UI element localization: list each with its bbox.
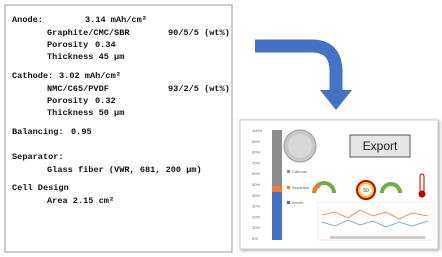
label: Balancing: <box>12 127 64 137</box>
axis-tick-label: 0% <box>252 236 258 241</box>
axis-tick-label: 80% <box>252 150 260 155</box>
axis-tick-label: 40% <box>252 193 260 198</box>
value: 3.02 mAh/cm² <box>59 71 121 81</box>
axis-tick-label: 50% <box>252 182 260 187</box>
label: Graphite/CMC/SBR <box>47 28 130 38</box>
label: Cathode: <box>12 71 53 81</box>
axis-tick-label: 30% <box>252 204 260 209</box>
legend-label: Separator <box>292 185 310 190</box>
figure: Anode: 3.14 mAh/cm² Graphite/CMC/SBR 90/… <box>0 0 442 257</box>
label: Porosity <box>47 96 88 106</box>
label: Glass fiber (VWR, 681, 200 µm) <box>47 165 202 175</box>
label: Thickness 50 µm <box>47 108 124 118</box>
gauge-value: 50 <box>363 188 369 194</box>
label: Cell Design <box>12 183 69 193</box>
label: Separator: <box>12 152 64 162</box>
label: Thickness 45 µm <box>47 52 124 62</box>
value: 90/5/5 (wt%) <box>168 28 230 38</box>
dashboard-thumbnail: 100% 90% 80% 70% 60% 50% 40% 30% 20% 10% 0% Cathod… <box>240 120 438 249</box>
axis-tick-label: 60% <box>252 171 260 176</box>
page: Anode: 3.14 mAh/cm² Graphite/CMC/SBR 90/… <box>0 0 442 257</box>
axis-tick-label: 20% <box>252 214 260 219</box>
axis-tick-label: 100% <box>252 128 263 133</box>
axis-tick-label: 90% <box>252 139 260 144</box>
axis-tick-label: 70% <box>252 160 260 165</box>
label: Area 2.15 cm² <box>47 196 114 206</box>
label: Anode: <box>12 15 43 25</box>
value: 0.95 <box>71 127 92 137</box>
value: 3.14 mAh/cm² <box>85 15 147 25</box>
legend-label: Anode <box>292 200 304 205</box>
value: 93/2/5 (wt%) <box>168 84 230 94</box>
label: NMC/C65/PVDF <box>47 84 109 94</box>
value: 0.32 <box>95 96 116 106</box>
label: Porosity <box>47 40 88 50</box>
value: 0.34 <box>95 40 116 50</box>
legend-label: Cathode <box>292 169 308 174</box>
button-label: Export <box>363 139 398 153</box>
arrow <box>255 46 352 110</box>
axis-tick-label: 10% <box>252 225 260 230</box>
